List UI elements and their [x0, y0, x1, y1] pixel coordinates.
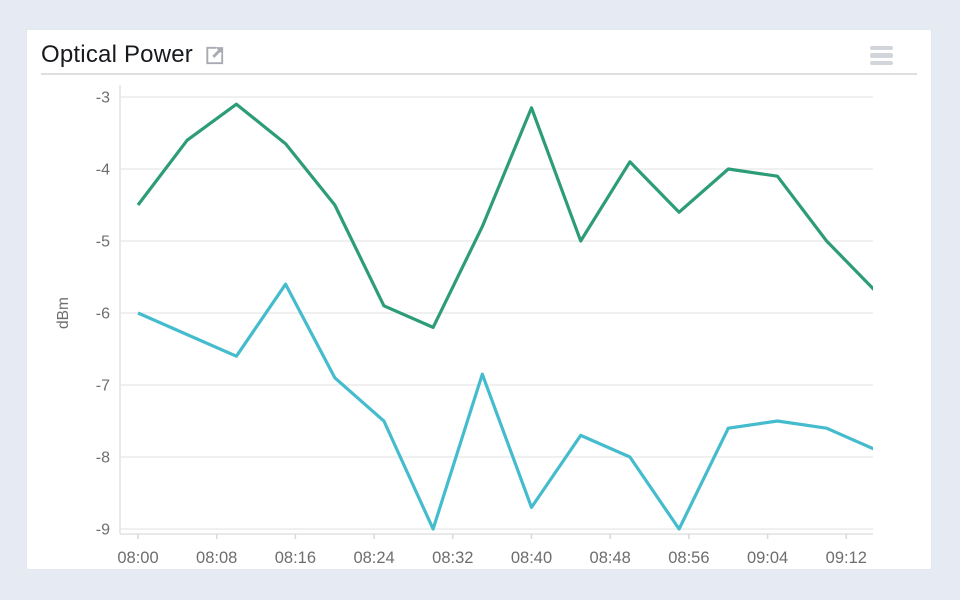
chart: -3 -4 -5 -6 -7 -8 -9 08:00 08:08 08:16 08:24 08:32 0… [27, 75, 933, 571]
y-tick-label: -4 [96, 162, 110, 179]
chart-panel: Optical Power -3- [26, 29, 932, 570]
y-tick-label: -7 [96, 378, 110, 395]
x-tick-label: 08:00 [117, 549, 158, 567]
open-in-new-icon [203, 44, 226, 67]
optical-power-chart: -3 -4 -5 -6 -7 -8 -9 08:00 08:08 08:16 08:24 08:32 0… [55, 85, 873, 567]
x-tick-label: 08:40 [511, 549, 552, 567]
x-tick-label: 08:08 [196, 549, 237, 567]
x-tick-label: 08:24 [353, 549, 394, 567]
y-tick-label: -3 [96, 90, 110, 107]
expand-button[interactable] [202, 44, 226, 68]
series-line-1 [136, 102, 873, 329]
x-tick-label: 08:32 [432, 549, 473, 567]
menu-button[interactable] [870, 45, 894, 67]
y-tick-label: -6 [96, 306, 110, 323]
page-title: Optical Power [41, 41, 193, 69]
y-tick-label: -9 [96, 522, 110, 539]
x-tick-label: 09:12 [826, 549, 867, 567]
header-divider [41, 73, 917, 75]
y-axis-title: dBm [55, 297, 72, 329]
x-tick-label: 08:48 [590, 549, 631, 567]
x-tick-label: 08:16 [275, 549, 316, 567]
y-tick-label: -8 [96, 450, 110, 467]
hamburger-icon [870, 45, 894, 66]
x-tick-label: 08:56 [668, 549, 709, 567]
y-tick-label: -5 [96, 234, 110, 251]
series-line-2 [137, 282, 873, 531]
panel-header: Optical Power [27, 30, 931, 72]
x-tick-label: 09:04 [747, 549, 788, 567]
